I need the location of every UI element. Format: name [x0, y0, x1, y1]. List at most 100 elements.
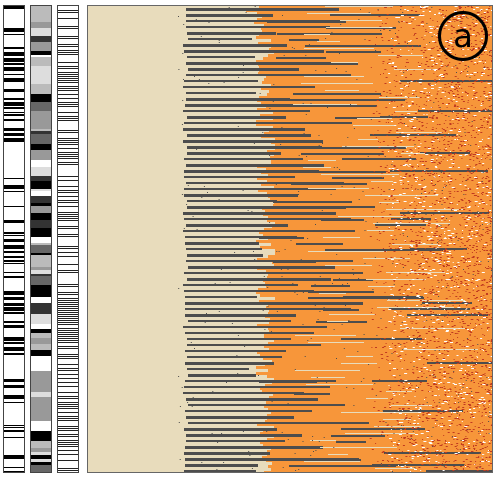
- red-speckle: [487, 215, 489, 216]
- red-speckle: [462, 101, 465, 102]
- red-speckle: [467, 342, 468, 343]
- red-speckle: [447, 432, 450, 433]
- red-speckle: [387, 299, 389, 300]
- red-speckle: [483, 295, 485, 296]
- red-speckle: [409, 442, 412, 443]
- red-speckle: [446, 127, 448, 128]
- white-speckle: [415, 407, 418, 408]
- dark-dot: [244, 346, 246, 347]
- dark-dot: [280, 144, 282, 145]
- red-speckle: [450, 368, 453, 369]
- red-speckle: [443, 459, 445, 460]
- dark-dot: [443, 187, 445, 188]
- orange-band: [261, 102, 492, 105]
- dark-dot: [346, 387, 348, 388]
- track-bar: [259, 237, 304, 239]
- dark-dot: [194, 226, 195, 227]
- red-speckle: [414, 214, 417, 215]
- white-speckle: [442, 254, 444, 255]
- dark-dot: [395, 33, 396, 34]
- dark-dot: [278, 251, 280, 252]
- red-speckle: [400, 311, 402, 312]
- red-speckle: [481, 178, 483, 179]
- white-speckle: [392, 375, 396, 376]
- red-speckle: [438, 235, 440, 236]
- red-speckle: [424, 161, 427, 162]
- red-speckle: [483, 170, 485, 171]
- white-speckle: [427, 49, 431, 50]
- red-speckle: [489, 114, 492, 115]
- red-speckle: [459, 174, 462, 175]
- red-speckle: [464, 323, 466, 324]
- white-speckle: [408, 105, 412, 106]
- red-speckle: [377, 10, 379, 11]
- red-speckle: [449, 388, 451, 389]
- gap-line: [310, 440, 336, 441]
- orange-band: [256, 240, 492, 243]
- white-speckle: [462, 230, 464, 231]
- red-speckle: [479, 236, 481, 237]
- red-speckle: [462, 327, 464, 328]
- red-speckle: [435, 128, 437, 129]
- dark-dot: [397, 117, 399, 118]
- red-speckle: [404, 290, 406, 291]
- red-speckle: [376, 111, 378, 112]
- red-speckle: [447, 410, 450, 411]
- white-speckle: [487, 452, 490, 453]
- red-speckle: [400, 117, 402, 118]
- dark-dot: [410, 438, 412, 439]
- red-speckle: [461, 146, 463, 147]
- red-speckle: [450, 341, 452, 342]
- red-speckle: [434, 210, 437, 211]
- red-speckle: [466, 168, 469, 169]
- white-speckle: [419, 351, 421, 352]
- dark-dot: [403, 72, 405, 73]
- red-speckle: [449, 123, 452, 124]
- red-speckle: [480, 81, 482, 82]
- red-speckle: [428, 110, 430, 111]
- red-speckle: [405, 66, 407, 67]
- barcode-band: [58, 246, 78, 247]
- red-speckle: [421, 356, 422, 357]
- red-speckle: [439, 259, 442, 260]
- red-speckle: [478, 324, 481, 325]
- red-speckle: [476, 195, 478, 196]
- white-speckle: [456, 276, 458, 277]
- white-speckle: [466, 454, 469, 455]
- red-speckle: [457, 78, 459, 79]
- red-speckle: [481, 412, 483, 413]
- red-speckle: [481, 193, 483, 194]
- red-speckle: [477, 290, 480, 291]
- red-speckle: [474, 426, 476, 427]
- orange-band: [269, 90, 492, 93]
- dark-dot: [353, 405, 355, 406]
- dark-dot: [220, 269, 222, 270]
- white-speckle: [410, 152, 413, 153]
- red-speckle: [426, 168, 429, 169]
- red-speckle: [467, 253, 469, 254]
- track-bar: [187, 338, 291, 340]
- white-speckle: [480, 75, 483, 76]
- white-speckle: [423, 441, 427, 442]
- red-speckle: [458, 419, 460, 420]
- red-speckle: [491, 212, 492, 213]
- red-speckle: [480, 110, 483, 111]
- red-speckle: [451, 101, 453, 102]
- red-speckle: [485, 193, 488, 194]
- red-speckle: [400, 390, 402, 391]
- white-speckle: [444, 231, 446, 232]
- red-speckle: [424, 135, 427, 136]
- red-speckle: [399, 263, 401, 264]
- red-speckle: [421, 188, 424, 189]
- red-speckle: [462, 323, 465, 324]
- dark-dot: [216, 469, 218, 470]
- white-speckle: [476, 309, 480, 310]
- red-speckle: [491, 343, 492, 344]
- track-bar: [383, 410, 463, 412]
- white-speckle: [396, 353, 398, 354]
- barcode-band: [31, 40, 51, 42]
- barcode-band: [4, 467, 24, 468]
- white-speckle: [486, 186, 489, 187]
- red-speckle: [432, 20, 434, 21]
- red-speckle: [427, 418, 430, 419]
